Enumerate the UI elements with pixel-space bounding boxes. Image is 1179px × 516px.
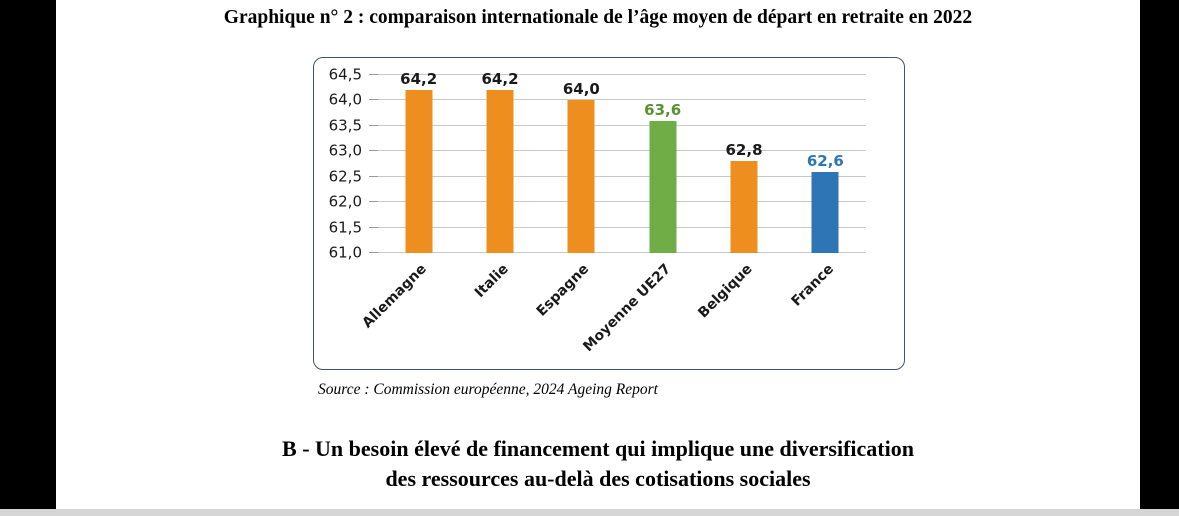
y-tick-label: 62,5 bbox=[328, 167, 362, 186]
bottom-scroll-strip bbox=[0, 509, 1179, 516]
section-heading-line1: B - Un besoin élevé de financement qui i… bbox=[282, 436, 914, 461]
chart-source: Source : Commission européenne, 2024 Age… bbox=[318, 381, 658, 398]
bar-value-label: 64,0 bbox=[562, 80, 600, 99]
axis-tick bbox=[369, 175, 378, 177]
x-category-label: Espagne bbox=[534, 261, 593, 320]
axis-tick bbox=[369, 201, 378, 203]
y-tick-label: 62,0 bbox=[328, 192, 362, 211]
bar-value-label: 62,8 bbox=[725, 141, 763, 160]
axis-tick bbox=[369, 226, 378, 228]
bar bbox=[811, 171, 839, 253]
bar bbox=[405, 90, 433, 253]
gridline bbox=[378, 175, 866, 177]
gridline bbox=[378, 124, 866, 126]
gridline bbox=[378, 150, 866, 152]
gridline bbox=[378, 226, 866, 228]
bar bbox=[567, 100, 595, 253]
gridline bbox=[378, 252, 866, 253]
axis-tick bbox=[369, 150, 378, 152]
bar-value-label: 64,2 bbox=[400, 70, 438, 89]
bar-value-label: 64,2 bbox=[481, 70, 519, 89]
x-category-label: Moyenne UE27 bbox=[580, 261, 674, 355]
axis-tick bbox=[369, 74, 378, 75]
section-heading: B - Un besoin élevé de financement qui i… bbox=[56, 434, 1140, 493]
axis-tick bbox=[369, 252, 378, 253]
x-category-label: Belgique bbox=[695, 261, 756, 322]
y-tick-label: 61,0 bbox=[328, 243, 362, 262]
y-tick-label: 63,0 bbox=[328, 141, 362, 160]
chart-title: Graphique n° 2 : comparaison internation… bbox=[223, 7, 973, 28]
plot-area: 64,2 64,2 64,0 63,6 62,8 62,6 bbox=[369, 70, 866, 253]
axis-tick bbox=[369, 99, 378, 101]
bar-chart: 61,0 61,5 62,0 62,5 63,0 63,5 64,0 64,5 64,2 64,… bbox=[313, 57, 905, 370]
y-tick-label: 61,5 bbox=[328, 218, 362, 237]
x-category-label: Italie bbox=[471, 261, 512, 301]
gridline bbox=[378, 74, 866, 75]
y-tick-label: 64,0 bbox=[328, 90, 362, 109]
right-letterbox bbox=[1140, 0, 1179, 509]
section-heading-line2: des ressources au-delà des cotisations s… bbox=[385, 465, 811, 491]
bar bbox=[649, 120, 677, 253]
axis-tick bbox=[369, 124, 378, 126]
bar-value-label: 62,6 bbox=[806, 151, 844, 170]
bar-value-label: 63,6 bbox=[644, 100, 682, 119]
bar bbox=[730, 161, 758, 253]
x-category-label: Allemagne bbox=[359, 261, 430, 332]
x-axis-labels: Allemagne Italie Espagne Moyenne UE27 Belgiq… bbox=[360, 254, 866, 364]
x-category-label: France bbox=[788, 261, 837, 310]
bar bbox=[486, 90, 514, 253]
y-tick-label: 63,5 bbox=[328, 116, 362, 135]
y-axis-labels: 61,0 61,5 62,0 62,5 63,0 63,5 64,0 64,5 bbox=[314, 67, 370, 260]
gridline bbox=[378, 99, 866, 101]
gridline bbox=[378, 201, 866, 203]
y-tick-label: 64,5 bbox=[328, 65, 362, 84]
left-letterbox bbox=[0, 0, 56, 509]
